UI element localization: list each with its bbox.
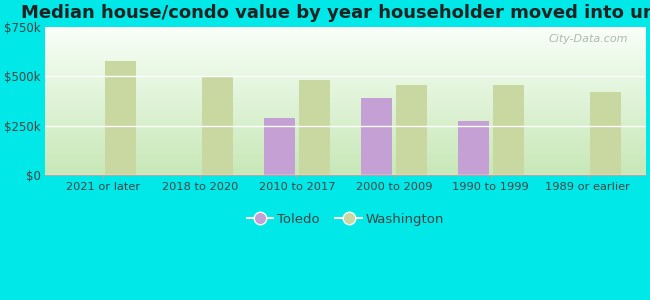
Bar — [590, 92, 621, 176]
Legend: Toledo, Washington: Toledo, Washington — [241, 208, 449, 231]
Bar — [493, 85, 524, 176]
Text: City-Data.com: City-Data.com — [549, 34, 628, 44]
Bar — [264, 118, 295, 176]
Bar — [202, 76, 233, 176]
Bar — [105, 61, 136, 176]
Bar — [396, 85, 427, 176]
Title: Median house/condo value by year householder moved into unit: Median house/condo value by year househo… — [21, 4, 650, 22]
Bar — [458, 121, 489, 176]
Bar — [299, 80, 330, 176]
Bar — [361, 98, 392, 176]
